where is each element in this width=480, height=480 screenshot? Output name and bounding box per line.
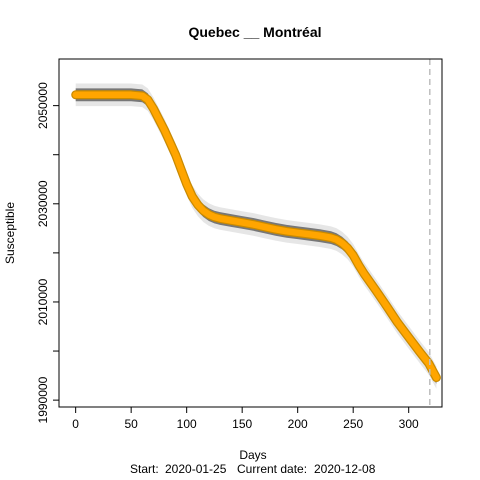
- x-axis: 0 50 100 150 200 250 300: [72, 407, 419, 431]
- x-tick-label: 50: [124, 417, 138, 431]
- footer-start-label: Start:: [130, 462, 159, 476]
- footer-current-label: Current date:: [237, 462, 307, 476]
- y-tick-label: 2050000: [36, 82, 50, 129]
- footer-start-value: 2020-01-25: [165, 462, 227, 476]
- footer-current-value: 2020-12-08: [314, 462, 376, 476]
- x-tick-label: 0: [72, 417, 79, 431]
- x-tick-label: 200: [288, 417, 308, 431]
- uncertainty-bands: [76, 84, 437, 389]
- chart-title: Quebec __ Montréal: [188, 24, 321, 40]
- x-tick-label: 300: [399, 417, 419, 431]
- y-tick-label: 1990000: [36, 376, 50, 423]
- band-outer: [76, 84, 437, 389]
- x-tick-label: 100: [177, 417, 197, 431]
- x-axis-label: Days: [239, 448, 266, 462]
- x-tick-label: 250: [343, 417, 363, 431]
- x-tick-label: 150: [232, 417, 252, 431]
- y-tick-label: 2010000: [36, 278, 50, 325]
- y-tick-label: 2030000: [36, 180, 50, 227]
- y-axis-label: Susceptible: [3, 202, 17, 264]
- y-axis: 1990000 2010000 2030000 2050000: [36, 82, 59, 424]
